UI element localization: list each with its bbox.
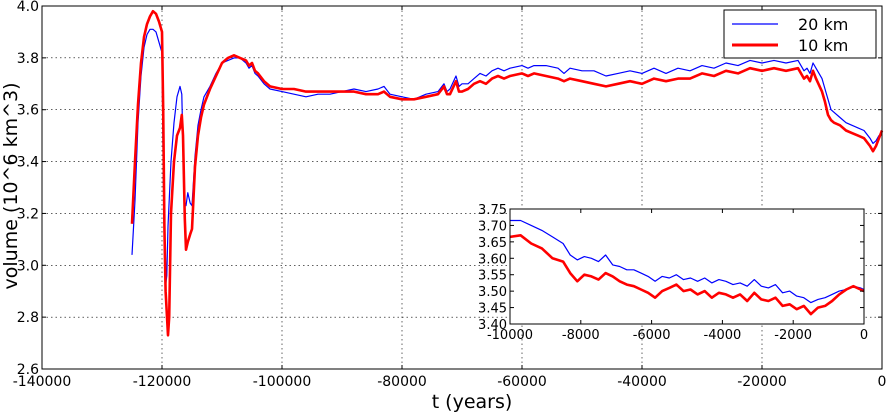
x-tick-label: 0 — [860, 328, 868, 343]
x-tick-label: -10000 — [487, 328, 533, 343]
x-tick-label: -2000 — [774, 328, 812, 343]
series-line-20km — [131, 28, 883, 287]
x-tick-label: -40000 — [617, 374, 667, 390]
y-tick-label: 3.2 — [17, 206, 39, 222]
y-tick-label: 3.65 — [478, 236, 507, 251]
inset-x-ticks: -10000 -8000 -6000 -4000 -2000 0 — [487, 209, 868, 343]
main-y-ticks: 2.6 2.8 3.0 3.2 3.4 3.6 3.8 4.0 — [17, 0, 882, 378]
y-tick-label: 3.50 — [478, 285, 507, 300]
y-tick-label: 3.60 — [478, 252, 507, 267]
x-tick-label: -20000 — [737, 374, 787, 390]
x-tick-label: -120000 — [133, 374, 192, 390]
inset-chart: -10000 -8000 -6000 -4000 -2000 0 3.403.45 3.50… — [478, 203, 868, 343]
x-tick-label: -100000 — [253, 374, 312, 390]
x-tick-label: -6000 — [633, 328, 671, 343]
y-tick-label: 3.55 — [478, 269, 507, 284]
y-tick-label: 4.0 — [17, 0, 39, 15]
series-line-20km — [510, 219, 865, 304]
main-plot-frame — [41, 5, 883, 370]
legend-frame — [723, 9, 877, 59]
y-tick-label: 3.8 — [17, 51, 39, 67]
series-line-10km — [130, 9, 884, 337]
legend: 20 km 10 km — [723, 9, 877, 59]
main-series-lines — [130, 9, 884, 337]
y-tick-label: 3.0 — [17, 258, 39, 274]
y-tick-label: 3.70 — [478, 219, 507, 234]
y-tick-label: 3.75 — [478, 203, 507, 218]
legend-label-20km: 20 km — [798, 15, 848, 34]
x-tick-label: -60000 — [497, 374, 547, 390]
inset-y-ticks: 3.403.45 3.503.55 3.603.65 3.703.75 — [478, 203, 864, 333]
y-tick-label: 2.8 — [17, 310, 39, 326]
x-tick-label: -4000 — [704, 328, 742, 343]
y-tick-label: 3.6 — [17, 103, 39, 119]
y-tick-label: 2.6 — [17, 362, 39, 378]
x-tick-label: -80000 — [377, 374, 427, 390]
inset-plot-frame — [509, 208, 865, 325]
x-axis-label: t (years) — [432, 391, 513, 413]
y-axis-label: volume (10^6 km^3) — [0, 83, 22, 290]
x-tick-label: 0 — [878, 374, 887, 390]
series-line-10km — [509, 234, 865, 316]
x-tick-label: -8000 — [562, 328, 600, 343]
inset-background — [510, 209, 864, 324]
inset-series-lines — [509, 219, 865, 316]
y-tick-label: 3.40 — [478, 318, 507, 333]
legend-label-10km: 10 km — [798, 36, 848, 55]
y-tick-label: 3.4 — [17, 155, 39, 171]
x-tick-label: -140000 — [13, 374, 72, 390]
y-tick-label: 3.45 — [478, 302, 507, 317]
main-x-ticks: -140000 -120000 -100000 -80000 -60000 -40000-… — [13, 6, 887, 390]
